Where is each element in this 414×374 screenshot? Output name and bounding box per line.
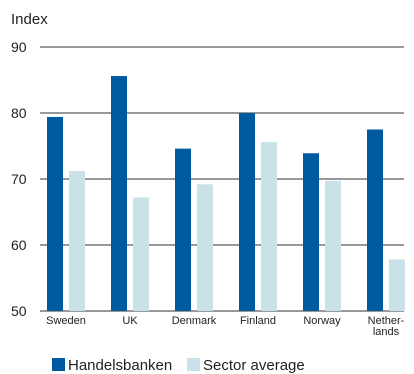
x-category-label: Nether-lands bbox=[368, 315, 405, 338]
bar-sector-average bbox=[69, 171, 85, 311]
x-category-label: Sweden bbox=[46, 315, 86, 327]
y-tick-label: 80 bbox=[11, 105, 27, 121]
legend-swatch bbox=[52, 358, 65, 371]
x-category-label-line: Denmark bbox=[172, 315, 217, 327]
x-category-label-line: Norway bbox=[303, 315, 341, 327]
bar-sector-average bbox=[197, 184, 213, 311]
legend-label: Sector average bbox=[203, 357, 305, 374]
legend-label: Handelsbanken bbox=[68, 357, 172, 374]
bar-sector-average bbox=[261, 142, 277, 311]
x-category-label: Norway bbox=[303, 315, 341, 327]
x-category-labels: Sweden UK Denmark Finland Norway Nether-lands bbox=[46, 315, 405, 338]
bar-sector-average bbox=[133, 197, 149, 311]
x-category-label-line: Nether- bbox=[368, 315, 405, 327]
bar-handelsbanken bbox=[367, 129, 383, 311]
x-category-label-line: lands bbox=[373, 326, 400, 338]
x-category-label-line: UK bbox=[122, 315, 138, 327]
y-tick-label: 70 bbox=[11, 171, 27, 187]
bars bbox=[47, 76, 405, 312]
y-tick-labels: 50 60 70 80 90 bbox=[11, 39, 27, 319]
y-tick-label: 50 bbox=[11, 303, 27, 319]
x-category-label: UK bbox=[122, 315, 138, 327]
y-tick-label: 90 bbox=[11, 39, 27, 55]
x-category-label: Denmark bbox=[172, 315, 217, 327]
bar-sector-average bbox=[389, 259, 405, 311]
legend-swatch bbox=[187, 358, 200, 371]
gridlines bbox=[40, 46, 404, 312]
bar-handelsbanken bbox=[47, 116, 63, 312]
x-category-label-line: Finland bbox=[240, 315, 276, 327]
legend: Handelsbanken Sector average bbox=[52, 357, 305, 374]
bar-handelsbanken bbox=[175, 148, 191, 311]
x-category-label: Finland bbox=[240, 315, 276, 327]
bar-handelsbanken bbox=[111, 76, 127, 311]
bar-sector-average bbox=[325, 180, 341, 311]
y-axis-label: Index bbox=[11, 11, 48, 28]
y-tick-label: 60 bbox=[11, 237, 27, 253]
bar-handelsbanken bbox=[303, 153, 319, 311]
bar-handelsbanken bbox=[239, 113, 255, 311]
x-category-label-line: Sweden bbox=[46, 315, 86, 327]
